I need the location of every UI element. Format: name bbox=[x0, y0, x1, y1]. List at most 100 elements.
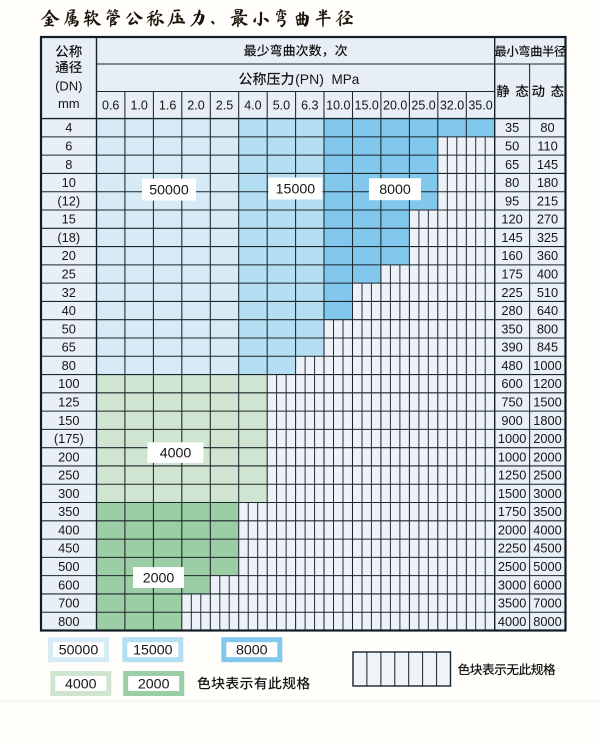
svg-text:3500: 3500 bbox=[533, 504, 561, 519]
svg-text:390: 390 bbox=[501, 340, 522, 355]
svg-text:350: 350 bbox=[58, 504, 79, 519]
svg-text:175: 175 bbox=[501, 267, 522, 282]
svg-text:8000: 8000 bbox=[236, 643, 268, 659]
svg-text:110: 110 bbox=[537, 139, 557, 154]
svg-text:700: 700 bbox=[58, 596, 79, 611]
svg-text:mm: mm bbox=[58, 96, 80, 111]
svg-text:640: 640 bbox=[537, 303, 558, 318]
svg-text:10.0: 10.0 bbox=[326, 99, 350, 113]
svg-text:50: 50 bbox=[505, 139, 519, 154]
svg-text:1200: 1200 bbox=[533, 376, 561, 391]
svg-text:145: 145 bbox=[537, 157, 558, 172]
svg-text:2000: 2000 bbox=[533, 449, 561, 464]
svg-text:4000: 4000 bbox=[65, 677, 97, 693]
svg-text:600: 600 bbox=[58, 577, 79, 592]
svg-text:1800: 1800 bbox=[533, 413, 561, 428]
svg-text:15000: 15000 bbox=[276, 182, 316, 198]
svg-text:125: 125 bbox=[58, 395, 79, 410]
svg-text:2500: 2500 bbox=[533, 468, 561, 483]
svg-text:450: 450 bbox=[58, 541, 79, 556]
svg-text:400: 400 bbox=[58, 522, 79, 537]
svg-text:35: 35 bbox=[505, 120, 519, 135]
svg-text:0.6: 0.6 bbox=[102, 99, 119, 113]
svg-text:250: 250 bbox=[58, 468, 79, 483]
svg-text:35.0: 35.0 bbox=[468, 99, 492, 113]
svg-text:80: 80 bbox=[505, 175, 519, 190]
svg-text:50000: 50000 bbox=[149, 183, 189, 199]
svg-text:1000: 1000 bbox=[533, 358, 561, 373]
svg-text:40: 40 bbox=[62, 303, 76, 318]
svg-text:215: 215 bbox=[537, 193, 558, 208]
svg-text:4000: 4000 bbox=[533, 522, 561, 537]
svg-text:80: 80 bbox=[62, 358, 76, 373]
svg-text:4500: 4500 bbox=[533, 541, 561, 556]
svg-text:15000: 15000 bbox=[133, 643, 173, 659]
svg-text:2.5: 2.5 bbox=[216, 99, 233, 113]
svg-text:325: 325 bbox=[537, 230, 558, 245]
svg-text:2.0: 2.0 bbox=[187, 99, 204, 113]
svg-text:(PN): (PN) bbox=[295, 71, 324, 87]
svg-text:2000: 2000 bbox=[143, 571, 175, 587]
svg-text:5.0: 5.0 bbox=[273, 99, 290, 113]
svg-text:1250: 1250 bbox=[498, 468, 526, 483]
svg-text:180: 180 bbox=[537, 175, 558, 190]
svg-text:400: 400 bbox=[537, 267, 558, 282]
svg-text:32: 32 bbox=[62, 285, 76, 300]
svg-text:160: 160 bbox=[501, 248, 522, 263]
svg-text:1000: 1000 bbox=[498, 449, 526, 464]
svg-text:1.0: 1.0 bbox=[131, 99, 148, 113]
svg-text:20.0: 20.0 bbox=[383, 99, 407, 113]
svg-text:600: 600 bbox=[501, 376, 522, 391]
svg-text:1000: 1000 bbox=[498, 431, 526, 446]
svg-text:8: 8 bbox=[65, 157, 72, 172]
svg-text:20: 20 bbox=[62, 248, 76, 263]
svg-text:4: 4 bbox=[65, 120, 72, 135]
svg-text:65: 65 bbox=[505, 157, 519, 172]
svg-text:225: 225 bbox=[501, 285, 522, 300]
svg-text:(DN): (DN) bbox=[55, 78, 82, 93]
svg-text:510: 510 bbox=[537, 285, 558, 300]
svg-text:150: 150 bbox=[58, 413, 79, 428]
svg-text:6000: 6000 bbox=[533, 577, 561, 592]
svg-text:100: 100 bbox=[58, 376, 79, 391]
svg-text:4.0: 4.0 bbox=[244, 99, 261, 113]
svg-text:65: 65 bbox=[62, 340, 76, 355]
svg-text:32.0: 32.0 bbox=[440, 99, 464, 113]
svg-text:4000: 4000 bbox=[498, 614, 526, 629]
svg-text:(12): (12) bbox=[57, 193, 80, 208]
svg-text:8000: 8000 bbox=[533, 614, 561, 629]
svg-text:2000: 2000 bbox=[498, 522, 526, 537]
svg-text:1750: 1750 bbox=[498, 504, 526, 519]
svg-text:300: 300 bbox=[58, 486, 79, 501]
svg-text:360: 360 bbox=[537, 248, 558, 263]
svg-text:6.3: 6.3 bbox=[301, 99, 318, 113]
svg-text:1500: 1500 bbox=[533, 395, 561, 410]
svg-text:350: 350 bbox=[501, 321, 522, 336]
svg-text:15.0: 15.0 bbox=[355, 99, 379, 113]
svg-text:10: 10 bbox=[62, 175, 76, 190]
svg-text:3500: 3500 bbox=[498, 596, 526, 611]
svg-text:480: 480 bbox=[501, 358, 522, 373]
svg-text:3000: 3000 bbox=[498, 577, 526, 592]
svg-text:280: 280 bbox=[501, 303, 522, 318]
svg-text:750: 750 bbox=[501, 395, 522, 410]
svg-text:800: 800 bbox=[58, 614, 79, 629]
svg-text:120: 120 bbox=[501, 212, 522, 227]
svg-text:500: 500 bbox=[58, 559, 79, 574]
svg-text:2250: 2250 bbox=[498, 541, 526, 556]
svg-text:2500: 2500 bbox=[498, 559, 526, 574]
svg-text:8000: 8000 bbox=[379, 182, 411, 198]
svg-text:2000: 2000 bbox=[533, 431, 561, 446]
svg-text:(18): (18) bbox=[57, 230, 80, 245]
svg-text:(175): (175) bbox=[54, 431, 84, 446]
svg-text:95: 95 bbox=[505, 193, 519, 208]
svg-text:1500: 1500 bbox=[498, 486, 526, 501]
svg-text:900: 900 bbox=[501, 413, 522, 428]
svg-text:3000: 3000 bbox=[533, 486, 561, 501]
svg-text:270: 270 bbox=[537, 212, 558, 227]
svg-text:1.6: 1.6 bbox=[159, 99, 176, 113]
svg-text:50000: 50000 bbox=[59, 643, 99, 659]
svg-text:6: 6 bbox=[65, 139, 72, 154]
svg-text:50: 50 bbox=[62, 321, 76, 336]
svg-text:800: 800 bbox=[537, 321, 558, 336]
